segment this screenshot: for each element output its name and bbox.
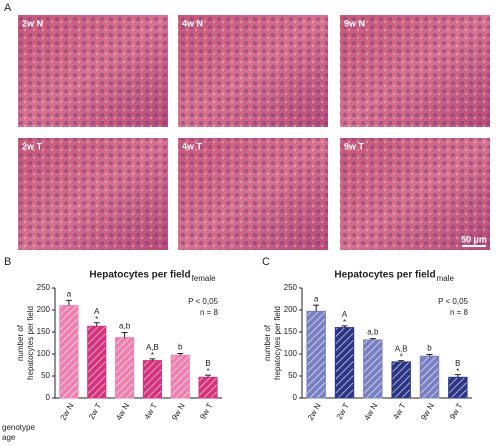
chart-title: Hepatocytes per field	[334, 270, 435, 281]
annotation: P < 0,05	[438, 297, 468, 306]
annotation: P < 0,05	[188, 297, 218, 306]
x-tick-label: 9w N	[419, 401, 436, 421]
group-letter: A,B	[146, 343, 159, 352]
x-tick-label: 4w N	[362, 401, 379, 421]
y-axis-label: number of	[16, 324, 25, 361]
bar	[142, 360, 162, 399]
annotation: n = 8	[450, 308, 469, 317]
group-letter: B	[205, 359, 210, 368]
bar	[419, 355, 440, 399]
group-letter: b	[178, 343, 183, 352]
annotation: n = 8	[200, 308, 219, 317]
panel-label: B	[4, 256, 11, 268]
error-bar	[398, 360, 405, 362]
error-bar	[454, 374, 461, 378]
micrograph-label: 4w N	[182, 18, 203, 28]
y-tick-label: 150	[284, 327, 298, 336]
y-tick-label: 50	[41, 371, 50, 380]
chart-title-subscript: male	[437, 274, 455, 283]
error-bar	[93, 322, 100, 327]
micrograph-texture	[340, 15, 490, 127]
group-letter: A	[342, 310, 348, 319]
significance-asterisk: *	[207, 367, 210, 376]
significance-asterisk: *	[456, 367, 459, 376]
micrograph-texture	[18, 15, 168, 127]
error-bar	[341, 325, 348, 328]
y-tick-label: 0	[46, 393, 51, 402]
significance-asterisk: *	[343, 318, 346, 327]
micrograph-label: 9w N	[344, 18, 365, 28]
panel-label: C	[262, 256, 270, 268]
bar	[334, 327, 355, 399]
significance-asterisk: *	[95, 315, 98, 324]
error-bar	[369, 338, 376, 340]
y-tick-label: 200	[37, 305, 51, 314]
x-tick-label: 2w N	[306, 401, 323, 421]
y-tick-label: 50	[288, 371, 297, 380]
group-letter: b	[427, 344, 432, 353]
error-bar	[426, 353, 433, 357]
x-tick-label: 2w T	[87, 401, 103, 420]
error-bar	[177, 353, 184, 356]
scale-bar-label: 50 µm	[461, 234, 487, 244]
micrograph-label: 2w N	[22, 18, 43, 28]
y-axis-label: hepatocytes per field	[26, 306, 35, 380]
y-tick-label: 250	[284, 283, 298, 292]
group-letter: a	[314, 294, 319, 303]
group-letter: a,b	[367, 328, 379, 337]
significance-asterisk: *	[151, 351, 154, 360]
x-tick-label: 2w T	[335, 401, 351, 420]
y-tick-label: 100	[284, 349, 298, 358]
chart-title: Hepatocytes per field	[89, 270, 190, 281]
y-tick-label: 250	[37, 283, 51, 292]
y-tick-label: 100	[37, 349, 51, 358]
bar	[363, 339, 383, 399]
x-tick-label: 4w T	[391, 401, 407, 420]
x-tick-label: 4w T	[143, 401, 159, 420]
chart-title-subscript: female	[192, 274, 217, 283]
bar	[87, 325, 107, 399]
micrograph-label: 4w T	[182, 141, 203, 151]
group-letter: A	[94, 307, 100, 316]
row-label: genotype	[2, 423, 35, 432]
micrograph-texture	[178, 15, 328, 127]
bar	[115, 337, 135, 399]
bar	[59, 305, 79, 399]
bar	[198, 376, 218, 399]
micrograph-label: 9w T	[344, 141, 365, 151]
group-letter: a,b	[119, 322, 131, 331]
bar	[306, 310, 326, 399]
error-bar	[65, 299, 72, 306]
micrograph-label: 2w T	[22, 141, 43, 151]
micrograph-texture	[340, 138, 490, 250]
y-axis-label: number of	[263, 324, 272, 361]
y-tick-label: 200	[284, 305, 298, 314]
micrograph-texture	[18, 138, 168, 250]
group-letter: A,B	[395, 345, 408, 354]
bar	[391, 361, 411, 399]
y-axis-label: hepatocytes per field	[273, 306, 282, 380]
x-tick-label: 9w T	[448, 401, 464, 420]
y-tick-label: 150	[37, 327, 51, 336]
row-label: age	[2, 433, 16, 442]
group-letter: B	[455, 359, 460, 368]
x-tick-label: 9w T	[198, 401, 214, 420]
micrograph-texture	[178, 138, 328, 250]
error-bar	[149, 358, 156, 361]
error-bar	[205, 374, 212, 378]
x-tick-label: 4w N	[114, 401, 131, 421]
y-tick-label: 0	[293, 393, 298, 402]
group-letter: a	[67, 289, 72, 298]
bar	[170, 354, 190, 399]
error-bar	[121, 331, 128, 338]
error-bar	[313, 304, 320, 312]
x-tick-label: 9w N	[170, 401, 187, 421]
significance-asterisk: *	[400, 353, 403, 362]
bar	[448, 376, 468, 399]
x-tick-label: 2w N	[59, 401, 76, 421]
panel-label: A	[4, 2, 12, 14]
